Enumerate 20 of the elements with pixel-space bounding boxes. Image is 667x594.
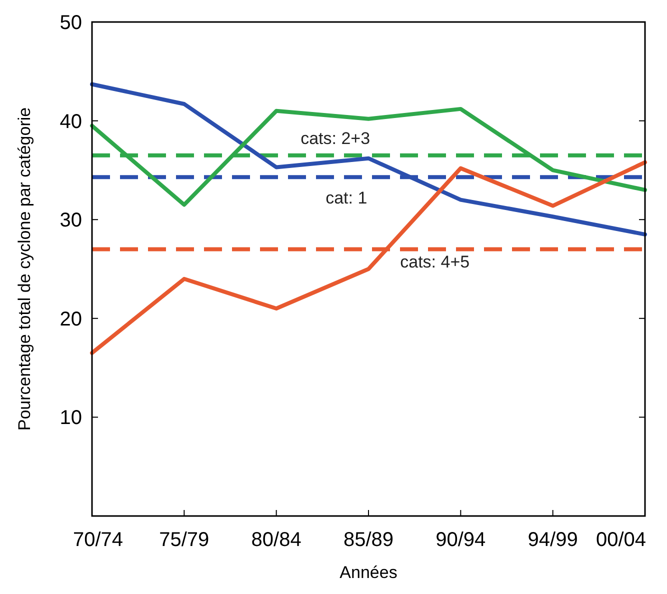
y-tick-label: 40 bbox=[60, 110, 82, 133]
y-tick-label: 10 bbox=[60, 407, 82, 430]
annotation: cats: 4+5 bbox=[400, 252, 470, 272]
y-tick-label: 50 bbox=[60, 12, 82, 34]
y-tick-label: 30 bbox=[60, 210, 82, 232]
x-tick-label: 94/99 bbox=[528, 529, 578, 551]
x-tick-label: 90/94 bbox=[436, 529, 486, 551]
annotation: cats: 2+3 bbox=[300, 129, 370, 148]
x-tick-label: 75/79 bbox=[159, 529, 210, 551]
y-tick-label: 20 bbox=[60, 308, 82, 330]
x-tick-label: 70/74 bbox=[72, 529, 124, 551]
line-series bbox=[90, 106, 647, 207]
line-series bbox=[90, 82, 647, 236]
x-tick-label: 80/84 bbox=[251, 529, 302, 551]
line-series bbox=[90, 160, 647, 355]
x-tick-label: 00/04 bbox=[596, 529, 646, 551]
x-axis-title: Années bbox=[340, 563, 398, 582]
annotation: cat: 1 bbox=[326, 188, 368, 208]
y-axis-title: Pourcentage total de cyclone par catégorie bbox=[15, 107, 34, 431]
x-tick-label: 85/89 bbox=[343, 529, 394, 551]
